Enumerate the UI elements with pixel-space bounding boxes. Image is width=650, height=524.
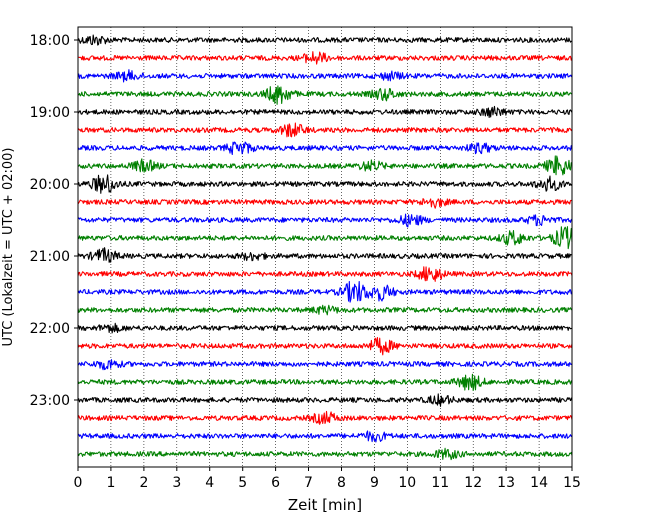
plot-frame [77,26,573,468]
x-tick-label: 9 [370,475,379,491]
trace-2300 [77,393,573,407]
y-axis-label: UTC (Lokalzeit = UTC + 02:00) [1,148,16,347]
x-tick-label: 12 [464,475,482,491]
trace-1930 [77,141,573,156]
x-tick-label: 10 [398,475,416,491]
trace-2215 [77,336,573,356]
trace-1845 [77,85,573,105]
x-axis-label: Zeit [min] [288,496,362,514]
x-tick-label: 1 [106,475,115,491]
x-tick-label: 15 [563,475,581,491]
y-tick-label: 21:00 [30,249,70,265]
trace-2015 [77,198,573,209]
x-tick-label: 8 [337,475,346,491]
x-tick-label: 13 [497,475,515,491]
y-tick-label: 22:00 [30,321,70,337]
seismogram-traces [77,34,573,461]
trace-2100 [77,247,573,263]
x-tick-label: 6 [271,475,280,491]
trace-2145 [77,304,573,316]
x-tick-label: 14 [530,475,548,491]
trace-1915 [77,122,573,138]
trace-1945 [77,155,573,176]
grid-lines [110,27,540,467]
y-tick-label: 19:00 [30,105,70,121]
x-tick-label: 5 [238,475,247,491]
trace-2315 [77,410,573,425]
x-tick-label: 2 [139,475,148,491]
x-tick-label: 11 [431,475,449,491]
y-tick-label: 20:00 [30,177,70,193]
x-tick-label: 3 [172,475,181,491]
trace-1800 [77,34,573,46]
trace-2200 [77,322,573,334]
y-tick-label: 23:00 [30,393,70,409]
trace-1815 [77,51,573,65]
x-tick-label: 0 [74,475,83,491]
trace-2115 [77,266,573,282]
trace-2045 [77,226,573,250]
trace-2030 [77,213,573,228]
trace-1900 [77,105,573,119]
trace-2345 [77,447,573,461]
axes: 0 1 2 3 4 5 6 7 8 9 10 11 12 13 14 1518:0019:0020:0021:… [30,33,581,491]
x-tick-label: 4 [205,475,214,491]
x-tick-label: 7 [304,475,313,491]
trace-2245 [77,373,573,392]
trace-2230 [77,359,573,371]
y-tick-label: 18:00 [30,33,70,49]
trace-2330 [77,430,573,443]
trace-2000 [77,174,573,194]
trace-1830 [77,69,573,83]
trace-2130 [77,281,573,303]
